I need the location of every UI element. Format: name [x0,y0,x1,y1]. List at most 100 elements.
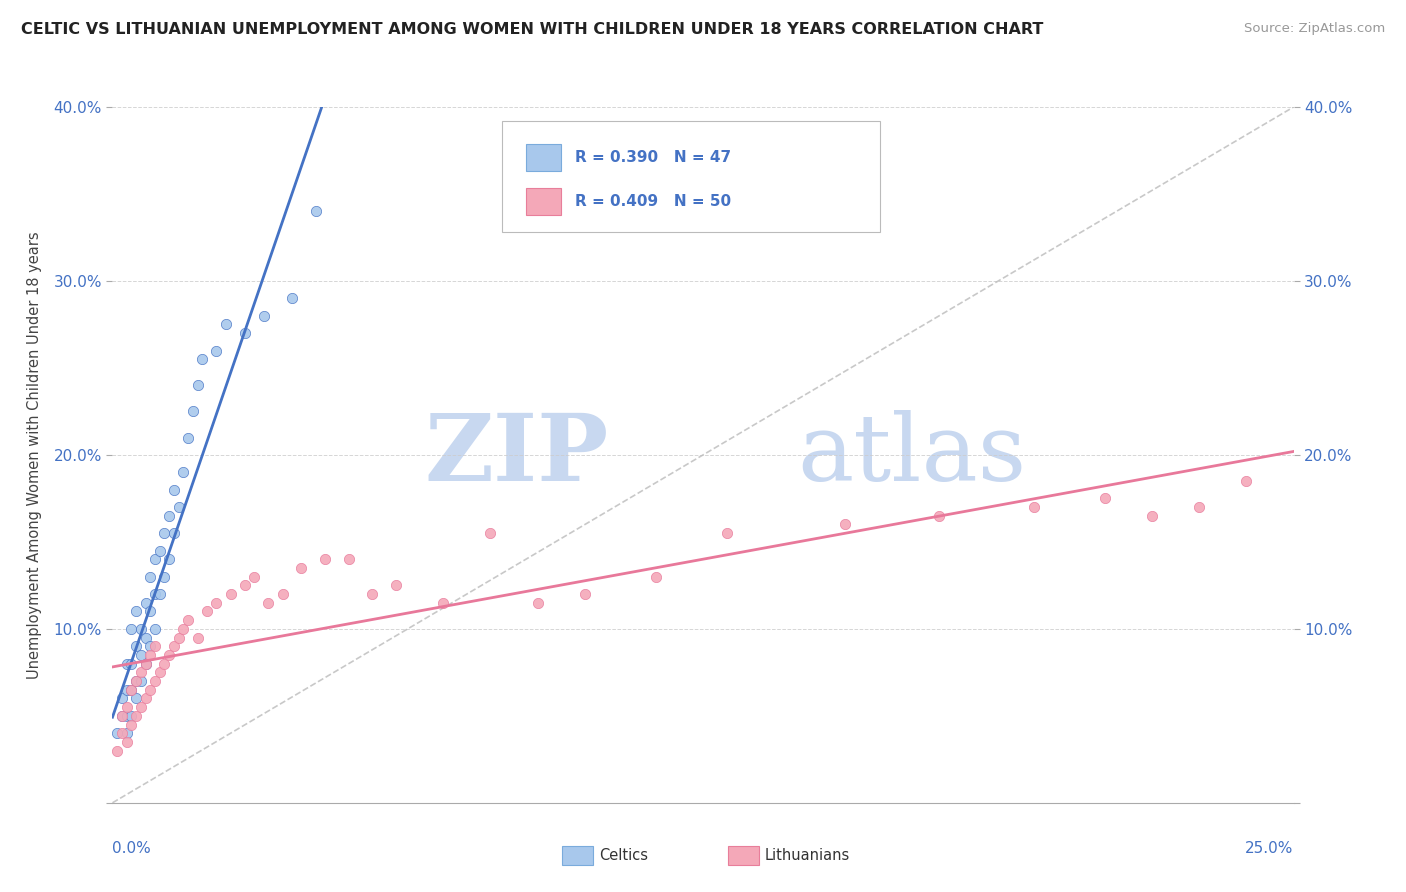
Point [143,587,166,601]
Point [281,291,304,305]
Point [163,526,186,541]
Point [125,708,148,723]
Bar [526,144,561,171]
Point [111,708,134,723]
Point [129,700,152,714]
Point [111,708,134,723]
Point [157,508,180,523]
Point [1188,500,1211,514]
Point [143,552,166,566]
Point [526,596,548,610]
Point [115,682,138,697]
Point [125,639,148,653]
Point [191,352,214,367]
Point [111,726,134,740]
Point [135,657,157,671]
Point [135,691,157,706]
Point [115,726,138,740]
FancyBboxPatch shape [502,121,880,232]
Point [149,543,172,558]
Point [205,343,228,358]
Point [157,552,180,566]
Point [120,682,142,697]
Point [177,613,200,627]
Point [105,726,128,740]
Point [314,552,336,566]
Point [290,561,312,575]
Point [139,648,162,662]
Point [143,639,166,653]
Point [834,517,856,532]
Point [120,717,142,731]
Point [1140,508,1163,523]
Point [1094,491,1116,506]
Point [125,674,148,689]
Point [243,570,266,584]
Text: 0.0%: 0.0% [112,841,152,856]
Text: atlas: atlas [797,410,1026,500]
Point [716,526,738,541]
Point [181,404,204,418]
Point [1022,500,1045,514]
Point [167,631,190,645]
Point [172,466,194,480]
Bar [526,187,561,215]
Point [385,578,408,592]
Point [304,204,326,219]
Point [253,309,276,323]
Point [195,605,218,619]
Point [139,570,162,584]
Point [167,500,190,514]
Point [120,682,142,697]
Point [125,691,148,706]
Text: ZIP: ZIP [425,410,609,500]
Text: Source: ZipAtlas.com: Source: ZipAtlas.com [1244,22,1385,36]
Point [271,587,294,601]
Point [215,318,238,332]
Point [432,596,454,610]
Point [153,570,176,584]
Point [115,657,138,671]
Point [115,708,138,723]
Point [928,508,950,523]
Point [574,587,596,601]
Point [139,682,162,697]
Point [105,744,128,758]
Y-axis label: Unemployment Among Women with Children Under 18 years: Unemployment Among Women with Children U… [28,231,42,679]
Point [143,674,166,689]
Point [143,622,166,636]
Point [257,596,280,610]
Text: R = 0.409   N = 50: R = 0.409 N = 50 [575,194,731,209]
Point [361,587,384,601]
Point [135,596,157,610]
Point [233,578,256,592]
Point [163,483,186,497]
Point [337,552,360,566]
Point [153,526,176,541]
Point [125,674,148,689]
Text: Celtics: Celtics [599,848,648,863]
Point [129,648,152,662]
Point [157,648,180,662]
Point [111,691,134,706]
Point [149,587,172,601]
Text: CELTIC VS LITHUANIAN UNEMPLOYMENT AMONG WOMEN WITH CHILDREN UNDER 18 YEARS CORRE: CELTIC VS LITHUANIAN UNEMPLOYMENT AMONG … [21,22,1043,37]
Point [125,605,148,619]
Point [153,657,176,671]
Point [219,587,242,601]
Point [186,378,208,392]
Point [120,708,142,723]
Point [135,631,157,645]
Point [129,674,152,689]
Point [644,570,666,584]
Text: R = 0.390   N = 47: R = 0.390 N = 47 [575,150,731,165]
Point [172,622,194,636]
Point [149,665,172,680]
Point [1234,474,1257,488]
Point [205,596,228,610]
Point [139,605,162,619]
Point [129,665,152,680]
Point [129,622,152,636]
Text: Lithuanians: Lithuanians [765,848,851,863]
Point [186,631,208,645]
